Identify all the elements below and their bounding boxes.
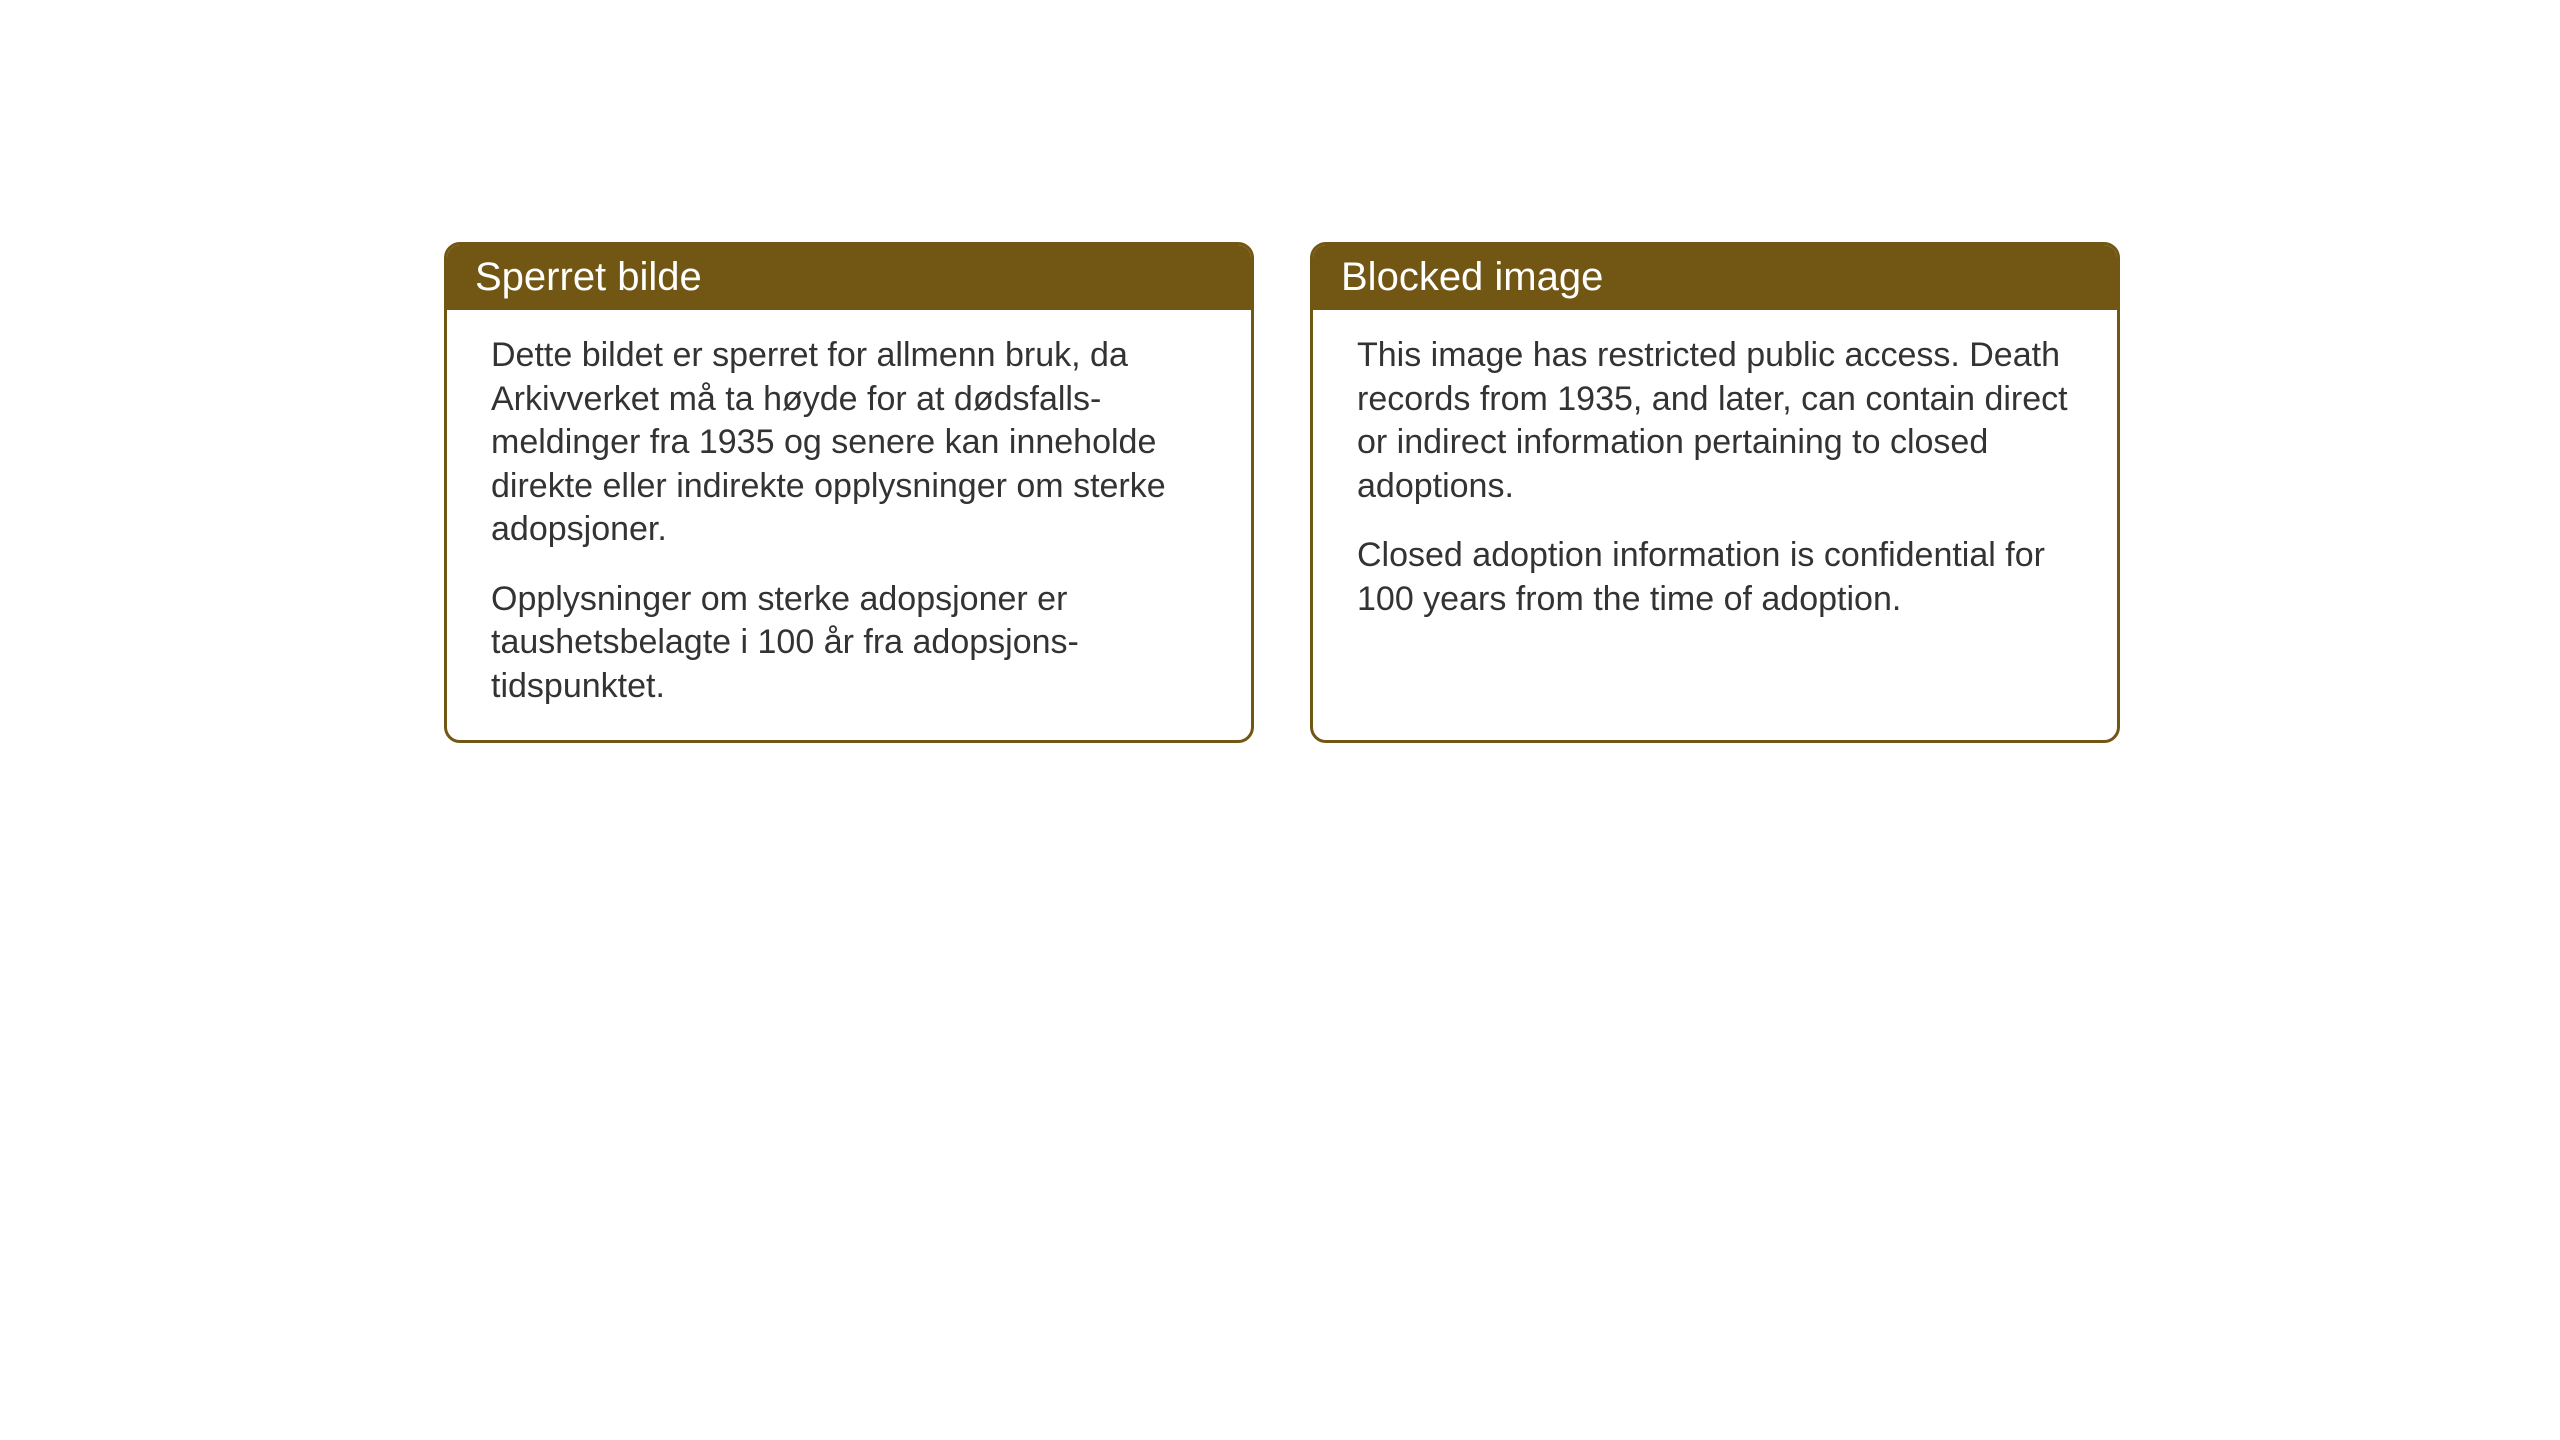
norwegian-card: Sperret bilde Dette bildet er sperret fo… <box>444 242 1254 743</box>
english-paragraph-1: This image has restricted public access.… <box>1357 334 2073 508</box>
norwegian-paragraph-1: Dette bildet er sperret for allmenn bruk… <box>491 334 1207 552</box>
english-card: Blocked image This image has restricted … <box>1310 242 2120 743</box>
norwegian-card-header: Sperret bilde <box>447 245 1251 310</box>
cards-container: Sperret bilde Dette bildet er sperret fo… <box>444 242 2120 743</box>
norwegian-paragraph-2: Opplysninger om sterke adopsjoner er tau… <box>491 578 1207 709</box>
norwegian-card-title: Sperret bilde <box>475 255 702 299</box>
english-card-title: Blocked image <box>1341 255 1603 299</box>
english-paragraph-2: Closed adoption information is confident… <box>1357 534 2073 621</box>
english-card-body: This image has restricted public access.… <box>1313 310 2117 738</box>
norwegian-card-body: Dette bildet er sperret for allmenn bruk… <box>447 310 1251 740</box>
english-card-header: Blocked image <box>1313 245 2117 310</box>
